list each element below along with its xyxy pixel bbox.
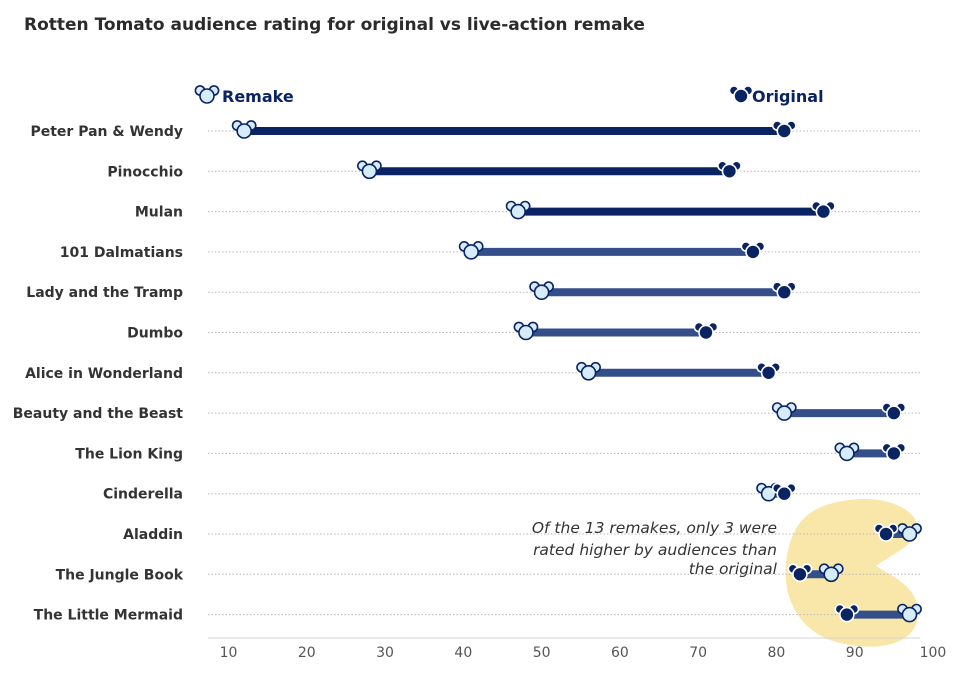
x-tick-label: 90 [846, 645, 864, 661]
x-tick-label: 70 [689, 645, 707, 661]
mark-layer [231, 120, 922, 623]
category-label: The Jungle Book [56, 567, 184, 583]
remake-marker [897, 523, 922, 542]
annotation-line-2: rated higher by audiences than [533, 541, 777, 559]
x-tick-label: 10 [220, 645, 238, 661]
category-label: The Little Mermaid [34, 608, 183, 624]
x-tick-label: 60 [611, 645, 629, 661]
remake-marker [529, 281, 555, 301]
remake-marker [356, 160, 382, 180]
category-label: Mulan [135, 205, 183, 221]
original-marker [771, 120, 797, 139]
original-marker [717, 160, 742, 180]
x-tick-label: 20 [298, 645, 316, 661]
legend-original-label: Original [752, 87, 824, 106]
original-marker [810, 200, 836, 220]
x-tick-label: 30 [376, 645, 394, 661]
original-marker [756, 361, 782, 381]
category-label: 101 Dalmatians [60, 245, 183, 261]
original-marker [693, 321, 719, 341]
category-label: Pinocchio [107, 164, 183, 180]
x-tick-label: 80 [768, 645, 786, 661]
original-marker [881, 442, 907, 462]
original-marker [834, 603, 860, 623]
remake-marker [897, 603, 922, 623]
annotation: Of the 13 remakes, only 3 were rated hig… [532, 519, 778, 578]
annotation-line-3: the original [689, 560, 778, 578]
x-tick-label: 40 [454, 645, 472, 661]
category-label: Dumbo [127, 326, 183, 342]
legend-original-icon [728, 85, 754, 104]
remake-marker [818, 563, 844, 583]
remake-marker [513, 321, 539, 341]
category-label: Peter Pan & Wendy [30, 124, 183, 140]
remake-marker [576, 361, 601, 381]
category-label: Alice in Wonderland [25, 366, 183, 382]
original-marker [771, 482, 797, 502]
remake-marker [771, 402, 797, 421]
original-marker [881, 402, 907, 421]
category-label: Lady and the Tramp [26, 285, 183, 301]
category-label: Beauty and the Beast [13, 406, 184, 422]
category-label: The Lion King [75, 446, 183, 462]
remake-legend-mouse-icon [194, 85, 220, 104]
original-marker [740, 240, 766, 260]
x-tick-layer: 10 20 30 40 50 60 70 80 90 100 [208, 637, 947, 661]
remake-marker [834, 442, 860, 462]
category-label: Cinderella [103, 487, 183, 503]
annotation-line-1: Of the 13 remakes, only 3 were [532, 519, 777, 537]
category-label-layer: Peter Pan & Wendy Pinocchio Mulan 101 Dalma… [13, 124, 184, 624]
original-marker [771, 281, 797, 301]
legend-remake-label: Remake [222, 87, 294, 106]
original-legend-mouse-icon [728, 85, 754, 104]
original-marker [873, 523, 899, 542]
x-tick-label: 50 [533, 645, 551, 661]
x-tick-label: 100 [920, 645, 947, 661]
remake-marker [458, 240, 484, 260]
category-label: Aladdin [123, 527, 183, 543]
legend: Remake Original [194, 85, 824, 106]
chart-title: Rotten Tomato audience rating for origin… [24, 15, 645, 35]
original-marker [787, 563, 813, 583]
legend-remake-icon [194, 85, 220, 104]
remake-marker [231, 120, 257, 139]
remake-marker [505, 200, 531, 220]
